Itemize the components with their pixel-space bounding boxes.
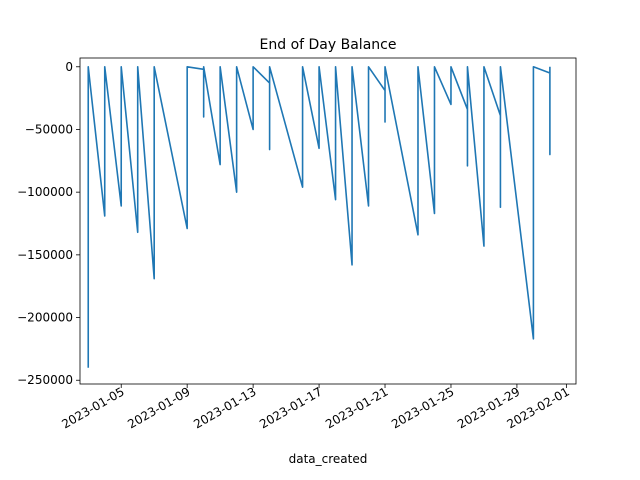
y-tick-label: −100000: [17, 185, 73, 199]
x-axis-label: data_created: [289, 452, 368, 466]
y-tick-label: −50000: [25, 122, 73, 136]
y-tick-label: −250000: [17, 373, 73, 387]
plot-area: [87, 65, 551, 368]
y-axis: 0 −50000 −100000 −150000 −200000 −250000: [17, 60, 80, 387]
y-tick-label: 0: [65, 60, 73, 74]
y-tick-label: −150000: [17, 248, 73, 262]
chart-title: End of Day Balance: [260, 37, 397, 53]
plot-frame: [79, 57, 577, 385]
series-line-0: [87, 65, 551, 368]
y-tick-label: −200000: [17, 311, 73, 325]
